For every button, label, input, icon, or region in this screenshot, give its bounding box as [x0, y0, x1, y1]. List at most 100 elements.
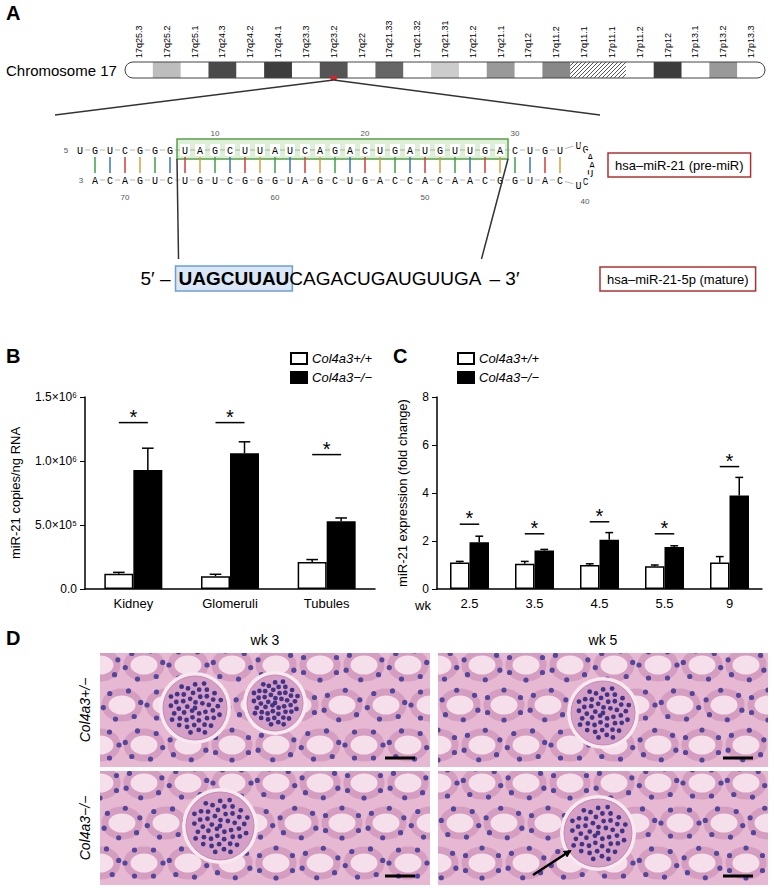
svg-text:miR-21 copies/ng RNA: miR-21 copies/ng RNA [8, 427, 23, 560]
svg-text:C: C [437, 176, 443, 187]
svg-text:4: 4 [422, 486, 429, 500]
svg-text:9: 9 [726, 596, 733, 611]
svg-text:G: G [317, 176, 323, 187]
svg-text:G: G [542, 146, 548, 157]
svg-text:G: G [197, 176, 203, 187]
svg-text:17q24.3: 17q24.3 [217, 25, 227, 58]
svg-text:17q22: 17q22 [357, 33, 367, 58]
svg-text:G: G [392, 146, 398, 157]
svg-text:50: 50 [421, 193, 430, 202]
svg-text:C: C [122, 146, 128, 157]
svg-text:C: C [407, 176, 413, 187]
svg-text:17q21.31: 17q21.31 [440, 20, 450, 58]
svg-text:U: U [152, 176, 158, 187]
svg-text:17q21.1: 17q21.1 [496, 25, 506, 58]
svg-text:*: * [661, 517, 669, 539]
svg-text:G: G [482, 146, 488, 157]
svg-text:UAGCUUAU: UAGCUUAU [179, 268, 290, 289]
svg-text:U: U [212, 176, 218, 187]
svg-text:A: A [6, 2, 20, 24]
svg-text:G: G [152, 146, 158, 157]
svg-text:G: G [437, 146, 443, 157]
svg-text:U: U [527, 176, 533, 187]
svg-text:U: U [257, 146, 263, 157]
svg-text:*: * [531, 517, 539, 539]
svg-text:Col4a3+/+: Col4a3+/+ [312, 351, 372, 366]
svg-text:G: G [362, 176, 368, 187]
svg-text:D: D [6, 627, 20, 649]
svg-text:C: C [107, 176, 113, 187]
svg-text:U: U [107, 146, 113, 157]
svg-text:*: * [226, 406, 234, 428]
svg-text:U: U [182, 176, 188, 187]
svg-text:U: U [467, 146, 473, 157]
svg-text:2: 2 [422, 534, 429, 548]
svg-text:17q21.2: 17q21.2 [468, 25, 478, 58]
svg-text:20: 20 [361, 129, 370, 138]
svg-text:C: C [302, 146, 308, 157]
svg-text:G: G [212, 146, 218, 157]
svg-text:wk: wk [414, 598, 431, 613]
svg-text:*: * [726, 450, 734, 472]
svg-text:*: * [323, 438, 331, 460]
svg-text:A: A [302, 176, 308, 187]
svg-text:10: 10 [211, 129, 220, 138]
svg-text:A: A [122, 176, 128, 187]
svg-text:Tubules: Tubules [304, 596, 350, 611]
svg-text:U: U [575, 141, 581, 152]
svg-text:17p13.2: 17p13.2 [718, 25, 728, 58]
svg-text:Col4a3−/−: Col4a3−/− [479, 370, 539, 385]
svg-text:U: U [287, 176, 293, 187]
svg-text:U: U [287, 146, 293, 157]
svg-text:C: C [557, 176, 563, 187]
svg-text:G: G [512, 176, 518, 187]
svg-text:G: G [257, 176, 263, 187]
svg-text:17p11.2: 17p11.2 [635, 26, 645, 58]
svg-text:3.5: 3.5 [525, 596, 543, 611]
svg-text:A: A [407, 146, 413, 157]
svg-text:Chromosome 17: Chromosome 17 [6, 62, 117, 79]
svg-text:A: A [452, 176, 458, 187]
svg-text:40: 40 [580, 197, 589, 206]
svg-text:Glomeruli: Glomeruli [202, 596, 258, 611]
svg-text:Col4a3+/−: Col4a3+/− [77, 678, 93, 743]
svg-text:C: C [227, 146, 233, 157]
svg-text:17q25.1: 17q25.1 [190, 25, 200, 58]
svg-text:G: G [137, 176, 143, 187]
svg-text:A: A [347, 146, 353, 157]
svg-text:17q21.33: 17q21.33 [384, 20, 394, 58]
svg-text:17q24.2: 17q24.2 [245, 25, 255, 58]
svg-text:C: C [362, 146, 368, 157]
svg-text:A: A [197, 146, 203, 157]
svg-text:G: G [167, 146, 173, 157]
svg-text:G: G [242, 176, 248, 187]
svg-text:C: C [332, 176, 338, 187]
svg-text:C: C [227, 176, 233, 187]
svg-text:U: U [452, 146, 458, 157]
svg-text:miR-21 expression (fold change: miR-21 expression (fold change) [395, 399, 410, 587]
svg-text:6: 6 [422, 438, 429, 452]
svg-text:A: A [422, 176, 428, 187]
svg-text:A: A [497, 146, 503, 157]
svg-text:A: A [542, 176, 548, 187]
svg-text:*: * [466, 507, 474, 529]
svg-text:Kidney: Kidney [113, 596, 153, 611]
svg-text:Col4a3+/+: Col4a3+/+ [479, 351, 539, 366]
svg-text:1.5×10⁶: 1.5×10⁶ [35, 390, 77, 404]
svg-text:5: 5 [64, 146, 69, 155]
svg-text:Col4a3−/−: Col4a3−/− [77, 796, 93, 861]
svg-text:0: 0 [422, 582, 429, 596]
svg-text:5.5: 5.5 [655, 596, 673, 611]
svg-text:A: A [377, 176, 383, 187]
svg-text:C: C [583, 177, 589, 188]
svg-text:U: U [557, 146, 563, 157]
svg-text:70: 70 [121, 193, 130, 202]
svg-text:A: A [272, 146, 278, 157]
svg-text:– 3′: – 3′ [489, 268, 519, 289]
svg-text:C: C [392, 176, 398, 187]
svg-text:17q21.32: 17q21.32 [412, 20, 422, 58]
svg-text:wk 3: wk 3 [250, 632, 280, 648]
svg-text:wk 5: wk 5 [588, 632, 618, 648]
svg-text:U: U [575, 181, 581, 192]
svg-text:U: U [377, 146, 383, 157]
